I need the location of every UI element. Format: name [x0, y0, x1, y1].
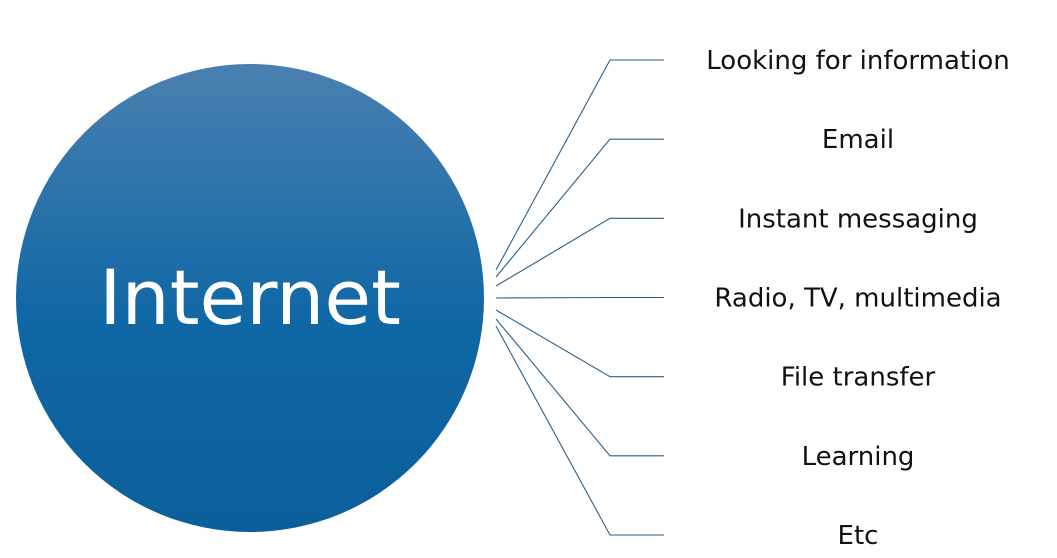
branch-label: File transfer: [781, 363, 936, 393]
branch-label: Radio, TV, multimedia: [714, 284, 1001, 314]
branch-labels: Looking for information Email Instant mess…: [706, 46, 1009, 551]
branch-connector: [495, 217, 664, 287]
branch-label: Email: [822, 125, 894, 155]
branch-connector: [495, 325, 664, 536]
hub-label: Internet: [99, 253, 401, 342]
branch-connector: [495, 309, 664, 378]
connectors: [495, 59, 664, 536]
branch-connector: [495, 138, 664, 278]
branch-connector: [495, 318, 664, 457]
branch-connector: [495, 296, 664, 299]
branch-label: Looking for information: [706, 46, 1009, 76]
hub-circle: [16, 64, 484, 532]
branch-label: Etc: [838, 521, 879, 551]
branch-label: Learning: [802, 442, 915, 472]
hub-node: Internet: [16, 64, 484, 532]
branch-label: Instant messaging: [738, 204, 978, 234]
branch-connector: [495, 59, 664, 271]
